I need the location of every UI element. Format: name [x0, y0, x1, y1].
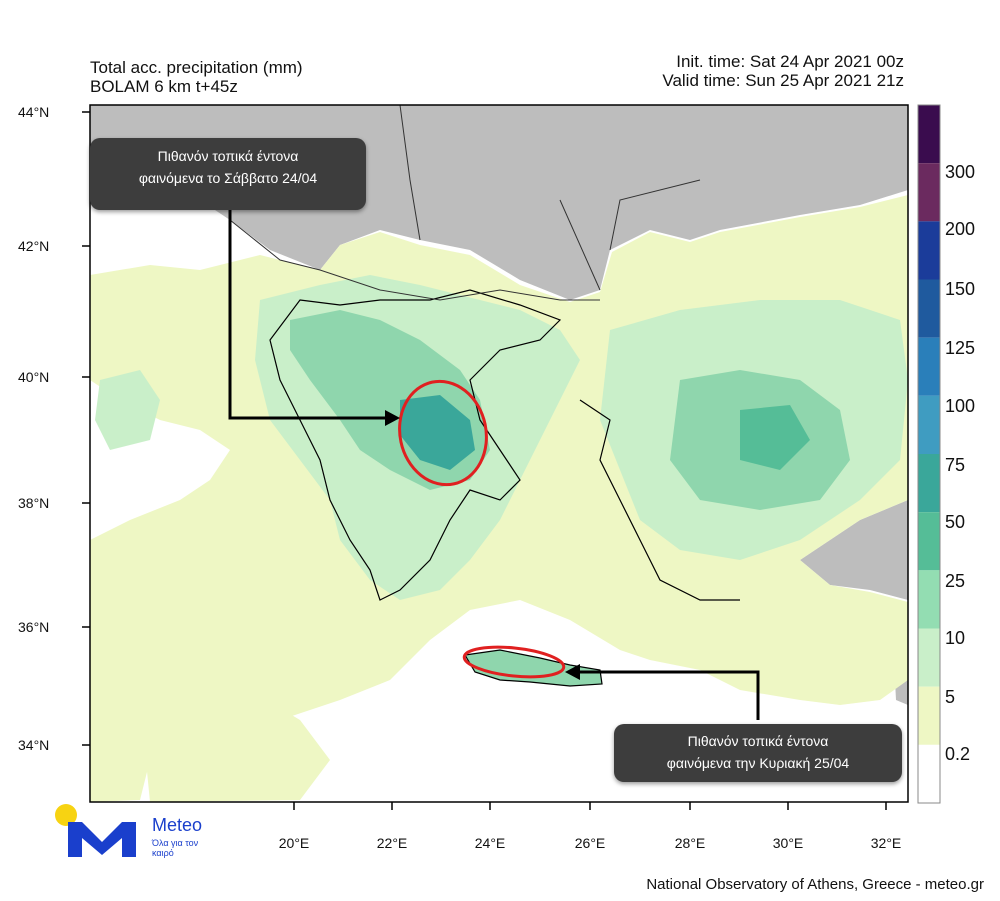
turkey-coastline [579, 399, 740, 601]
highlight-ellipse-thessaly [398, 379, 488, 487]
highlight-ellipse-crete [462, 645, 566, 679]
colorbar-label: 100 [945, 396, 976, 416]
callout-sunday-line2: φαινόμενα την Κυριακή 25/04 [666, 755, 850, 771]
country-borders [229, 105, 701, 301]
lat-label: 36°N [18, 619, 50, 635]
meteo-logo-icon [55, 804, 136, 857]
lat-label: 34°N [18, 737, 50, 753]
colorbar-swatch [918, 395, 940, 454]
arrow-sunday-head [565, 664, 580, 680]
colorbar-swatch [918, 686, 940, 745]
very-heavy-rain-anatolia [740, 405, 810, 470]
colorbar-label: 75 [945, 455, 966, 475]
callout-saturday: Πιθανόν τοπικά έντονα φαινόμενα το Σάββα… [90, 138, 366, 210]
colorbar-swatch [918, 744, 940, 803]
colorbar-frame [917, 104, 941, 804]
arrow-saturday-head [385, 410, 400, 426]
map-title: Total acc. precipitation (mm) [90, 58, 303, 77]
callout-saturday-line1: Πιθανόν τοπικά έντονα [157, 148, 299, 164]
colorbar-label: 125 [945, 338, 976, 358]
colorbar-label: 0.2 [945, 744, 971, 764]
colorbar-swatch [918, 512, 940, 571]
lat-ticks [82, 111, 90, 746]
lat-label: 42°N [18, 238, 50, 254]
init-time: Init. time: Sat 24 Apr 2021 00z [676, 52, 904, 71]
anatolia-grey-land [800, 500, 908, 600]
lat-label: 40°N [18, 369, 50, 385]
callout-saturday-line2: φαινόμενα το Σάββατο 24/04 [138, 170, 318, 186]
colorbar-swatch [918, 337, 940, 396]
colorbar-swatch [918, 628, 940, 687]
time-block: Init. time: Sat 24 Apr 2021 00z Valid ti… [662, 52, 904, 90]
colorbar-label: 200 [945, 219, 976, 239]
model-run: BOLAM 6 km t+45z [90, 77, 238, 96]
moderate-rain-west [95, 370, 160, 450]
footer-credit: National Observatory of Athens, Greece -… [646, 876, 984, 893]
lon-ticks [293, 802, 887, 810]
logo-tagline: Όλα για τον καιρό [152, 838, 199, 858]
colorbar-label: 150 [945, 279, 976, 299]
colorbar-swatch [918, 221, 940, 280]
arrow-sunday [580, 670, 760, 720]
colorbar-label: 25 [945, 571, 966, 591]
logo-name: Meteo [152, 815, 203, 835]
colorbar-label: 50 [945, 512, 966, 532]
colorbar-label: 10 [945, 628, 966, 648]
colorbar [917, 104, 941, 804]
colorbar-label: 300 [945, 162, 976, 182]
light-rain-south [140, 660, 330, 802]
lon-label: 20°E [278, 835, 310, 851]
lat-label: 44°N [18, 104, 50, 120]
valid-time: Valid time: Sun 25 Apr 2021 21z [662, 71, 904, 90]
colorbar-label: 5 [945, 687, 956, 707]
lon-label: 30°E [772, 835, 804, 851]
lon-label: 32°E [870, 835, 902, 851]
callout-sunday-line1: Πιθανόν τοπικά έντονα [687, 733, 829, 749]
arrow-saturday [228, 205, 385, 420]
colorbar-swatch [918, 279, 940, 338]
colorbar-swatch [918, 570, 940, 629]
lon-label: 26°E [574, 835, 606, 851]
colorbar-swatch [918, 163, 940, 222]
lat-label: 38°N [18, 495, 50, 511]
lon-label: 24°E [474, 835, 506, 851]
crete-outline [464, 649, 603, 687]
map-title-block: Total acc. precipitation (mm) BOLAM 6 km… [90, 58, 303, 96]
greece-coastline [269, 289, 562, 601]
lon-label: 22°E [376, 835, 408, 851]
very-heavy-rain-thessaly [400, 395, 475, 470]
lon-label: 28°E [674, 835, 706, 851]
map-frame [89, 104, 909, 803]
callout-sunday: Πιθανόν τοπικά έντονα φαινόμενα την Κυρι… [614, 724, 902, 782]
colorbar-swatch [918, 105, 940, 164]
colorbar-swatch [918, 454, 940, 513]
